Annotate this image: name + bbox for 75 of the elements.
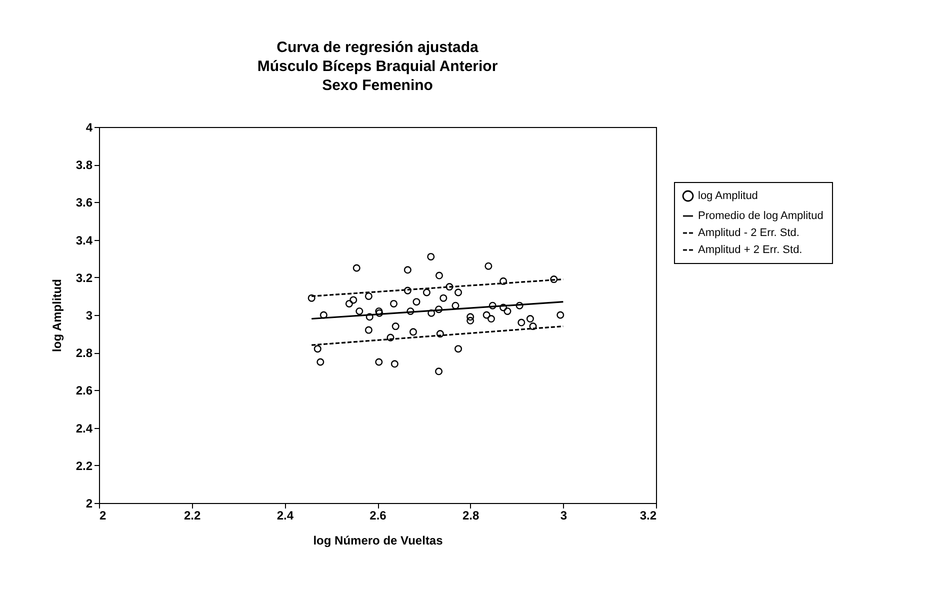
y-axis-title: log Amplitud	[50, 279, 64, 352]
point	[404, 286, 412, 294]
point	[390, 360, 398, 368]
point	[364, 292, 372, 300]
point	[487, 315, 495, 323]
y-tick-label: 2.6	[76, 384, 93, 398]
point	[364, 326, 372, 334]
legend-label: Amplitud - 2 Err. Std.	[698, 227, 800, 239]
point	[484, 262, 492, 270]
legend-label: Amplitud + 2 Err. Std.	[698, 244, 802, 256]
point	[454, 288, 462, 296]
point	[422, 288, 430, 296]
chart-title: Curva de regresión ajustada Músculo Bíceps Braquial Anterior Sexo Femenino	[257, 39, 498, 94]
y-tick-label: 3.2	[76, 270, 93, 285]
point	[556, 311, 564, 319]
y-tick-label: 3.4	[76, 233, 93, 248]
point	[428, 309, 436, 317]
point	[375, 307, 383, 315]
point	[436, 330, 444, 338]
y-tick-label: 3.8	[76, 158, 93, 172]
point	[366, 313, 374, 321]
point	[350, 296, 358, 304]
point	[500, 277, 508, 285]
x-tick-label: 3	[560, 508, 568, 522]
y-tick-label: 2.4	[76, 421, 93, 436]
point	[308, 294, 316, 302]
point	[488, 302, 496, 310]
point	[446, 283, 454, 291]
point	[345, 300, 353, 308]
y-tick-label: 2.8	[76, 346, 93, 360]
point	[518, 318, 526, 326]
x-tick-label: 2	[100, 508, 106, 522]
point	[526, 315, 534, 323]
point	[404, 266, 412, 274]
point	[356, 307, 364, 315]
x-tick-label: 3.2	[640, 508, 657, 522]
legend-label: Promedio de log Amplitud	[698, 210, 824, 222]
point	[452, 302, 460, 310]
legend-label: log Amplitud	[698, 190, 758, 202]
point	[529, 322, 537, 330]
point	[412, 298, 420, 306]
point	[466, 313, 474, 321]
point	[440, 294, 448, 302]
point	[316, 358, 324, 366]
point	[454, 345, 462, 353]
point	[435, 272, 443, 280]
y-tick-label: 3.6	[76, 196, 93, 210]
y-tick-label: 3	[86, 308, 93, 322]
point	[466, 316, 474, 324]
point	[427, 252, 435, 260]
x-tick-label: 2.6	[370, 508, 387, 522]
point	[504, 307, 512, 315]
point	[392, 322, 400, 330]
point	[409, 328, 418, 336]
point	[406, 307, 414, 315]
point	[375, 358, 383, 366]
point	[550, 276, 558, 284]
point	[482, 311, 490, 319]
y-tick-label: 2	[86, 496, 93, 510]
point	[376, 309, 384, 317]
point	[352, 264, 360, 272]
point	[500, 304, 508, 312]
point	[390, 300, 398, 308]
point	[516, 302, 524, 310]
x-axis-title: log Número de Vueltas	[313, 534, 444, 548]
x-tick-label: 2.8	[462, 508, 480, 522]
y-tick-label: 4	[86, 120, 93, 134]
point	[320, 311, 328, 319]
x-tick-label: 2.2	[184, 508, 201, 522]
point	[314, 345, 322, 353]
point	[435, 368, 443, 376]
point	[435, 306, 443, 314]
x-tick-label: 2.4	[276, 508, 294, 522]
y-tick-label: 2.2	[76, 458, 93, 473]
point	[386, 334, 394, 342]
